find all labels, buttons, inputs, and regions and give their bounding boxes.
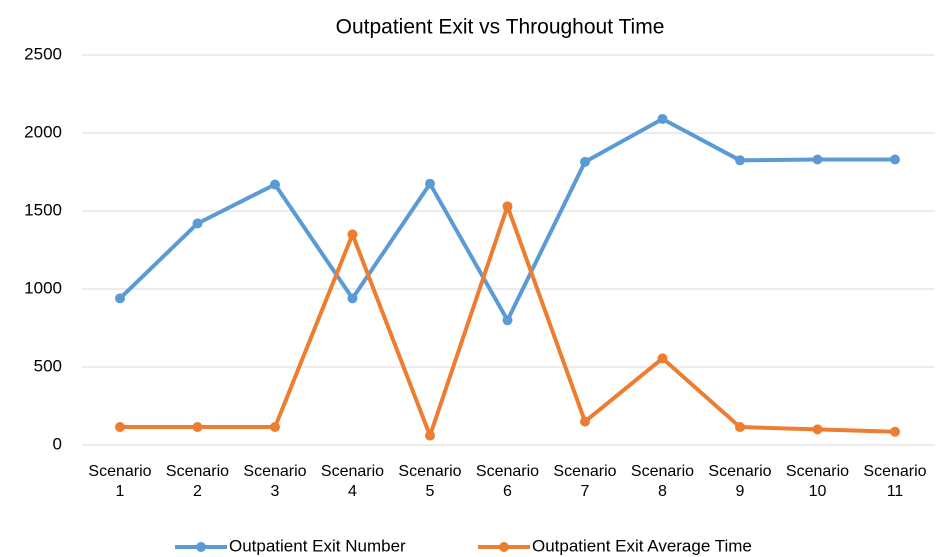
x-tick-label: Scenario 4 (320, 463, 385, 500)
y-tick-label: 1000 (24, 278, 62, 297)
data-point (735, 155, 745, 166)
x-tick-label: Scenario 9 (708, 463, 772, 500)
x-tick-label: Scenario 1 (88, 463, 152, 500)
y-tick-label: 500 (34, 356, 62, 375)
data-point (580, 156, 590, 167)
legend-marker (499, 542, 509, 552)
x-tick-label: Scenario 11 (863, 463, 927, 500)
data-point (657, 353, 668, 364)
x-tick-label: Scenario 10 (785, 463, 850, 500)
y-tick-label: 2500 (24, 44, 62, 63)
data-point (812, 154, 823, 165)
y-tick-label: 2000 (24, 122, 62, 141)
legend-marker (196, 542, 206, 552)
y-tick-label: 1500 (24, 200, 62, 219)
data-point (347, 229, 358, 240)
data-point (270, 422, 280, 433)
chart-title: Outpatient Exit vs Throughout Time (336, 16, 665, 39)
data-point (425, 178, 435, 189)
data-point (115, 293, 125, 304)
data-point (425, 430, 435, 441)
y-tick-label: 0 (53, 434, 62, 453)
data-point (192, 218, 203, 229)
series-line (118, 116, 895, 323)
x-tick-label: Scenario 2 (165, 463, 230, 500)
data-point (580, 416, 590, 427)
x-tick-label: Scenario 3 (243, 463, 307, 500)
data-point (890, 154, 900, 165)
x-tick-label: Scenario 7 (553, 463, 617, 500)
data-point (890, 426, 900, 437)
data-point (502, 315, 513, 326)
data-point (347, 293, 358, 304)
x-tick-label: Scenario 5 (398, 463, 462, 500)
data-point (115, 422, 125, 433)
data-point (502, 201, 513, 212)
data-point (192, 422, 203, 433)
data-point (812, 424, 823, 435)
data-point (657, 113, 668, 124)
x-tick-label: Scenario 8 (630, 463, 695, 500)
x-tick-label: Scenario 6 (475, 463, 540, 500)
legend-label: Outpatient Exit Average Time (532, 536, 752, 555)
data-point (270, 179, 280, 190)
legend-label: Outpatient Exit Number (229, 536, 406, 555)
data-point (735, 422, 745, 433)
